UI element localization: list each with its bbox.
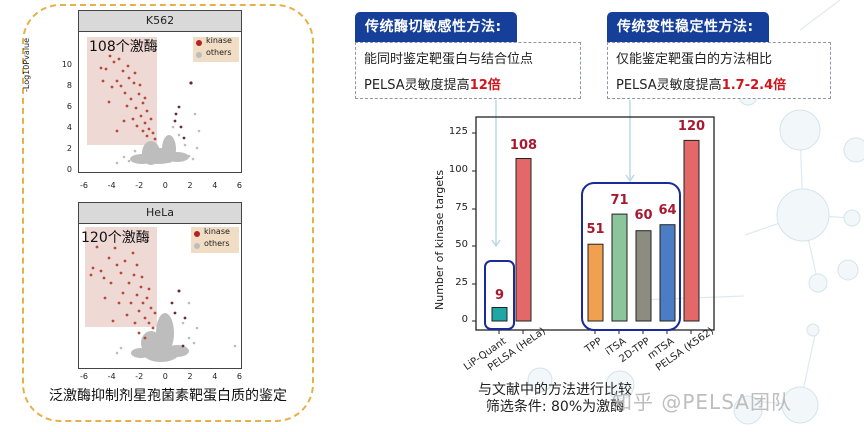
left-caption: 泛激酶抑制剂星孢菌素靶蛋白质的鉴定 (49, 388, 287, 404)
volcano-plot-hela (85, 227, 239, 362)
x-ticks-k562: -6 -4 -2 0 2 4 6 (80, 181, 242, 190)
group-outline-enzymatic (484, 260, 515, 330)
kinase-count-annotation-hela: 120个激酶 (81, 230, 150, 246)
callout-line2: PELSA灵敏度提高1.7-2.4倍 (616, 78, 787, 93)
chart-caption: 与文献中的方法进行比较 筛选条件: 80%为激酶 (470, 382, 640, 416)
callout-line1: 能同时鉴定靶蛋白与结合位点 (364, 52, 534, 67)
volcano-panel-hela: HeLa (78, 202, 242, 369)
data-label-itsa: 71 (610, 193, 629, 208)
legend-others-label: others (206, 48, 232, 57)
bar-mtsa (659, 224, 676, 322)
legend-kinase-marker (196, 40, 202, 46)
zhihu-watermark: 知乎 @PELSA团队 (612, 390, 792, 414)
data-label-2d-tpp: 60 (634, 208, 653, 223)
panel-title-k562: K562 (79, 11, 241, 32)
panel-title-hela: HeLa (79, 203, 241, 224)
legend-others-label: others (204, 239, 230, 248)
chart-y-axis-label: Number of kinase targets (433, 169, 446, 310)
chart-caption-line2: 筛选条件: 80%为激酶 (485, 399, 625, 415)
bar-2d-tpp (635, 230, 652, 322)
y-ticks-k562: 10 8 6 4 2 0 (61, 60, 72, 174)
callout-line1: 仅能鉴定靶蛋白的方法相比 (616, 52, 773, 67)
bar-itsa (611, 213, 628, 322)
legend-others-marker (196, 52, 202, 58)
highlight-1-7-2-4x: 1.7-2.4倍 (721, 78, 787, 93)
volcano-panel-k562: K562 (78, 10, 242, 173)
legend-kinase-label: kinase (204, 227, 230, 236)
data-label-lip-quant: 9 (494, 288, 505, 303)
highlight-12x: 12倍 (469, 78, 501, 93)
data-label-mtsa: 64 (658, 203, 677, 218)
left-dashed-frame (22, 4, 314, 422)
group-outline-denaturation (581, 182, 681, 331)
callout-body-denaturation: 仅能鉴定靶蛋白的方法相比 PELSA灵敏度提高1.7-2.4倍 (607, 42, 831, 99)
callout-body-enzymatic: 能同时鉴定靶蛋白与结合位点 PELSA灵敏度提高12倍 (355, 42, 581, 99)
bar-lip-quant (491, 307, 508, 322)
data-label-pelsa-hela: 108 (509, 138, 538, 153)
data-label-pelsa-k562: 120 (677, 119, 706, 134)
x-ticks-hela: -6 -4 -2 0 2 4 6 (80, 372, 242, 381)
data-label-tpp: 51 (586, 222, 605, 237)
callout-title-enzymatic: 传统酶切敏感性方法: (355, 12, 517, 42)
chart-caption-line1: 与文献中的方法进行比较 (478, 382, 632, 398)
legend-others-marker (194, 243, 200, 249)
volcano-plot-k562 (87, 37, 239, 165)
kinase-count-annotation-k562: 108个激酶 (89, 39, 158, 55)
callout-title-denaturation: 传统变性稳定性方法: (607, 12, 769, 42)
callout-line2: PELSA灵敏度提高12倍 (364, 78, 501, 93)
legend-kinase-marker (194, 231, 200, 237)
bar-pelsa-hela (515, 158, 532, 322)
bar-tpp (587, 243, 604, 322)
legend-kinase-label: kinase (206, 36, 232, 45)
bar-pelsa-k562 (683, 139, 700, 322)
